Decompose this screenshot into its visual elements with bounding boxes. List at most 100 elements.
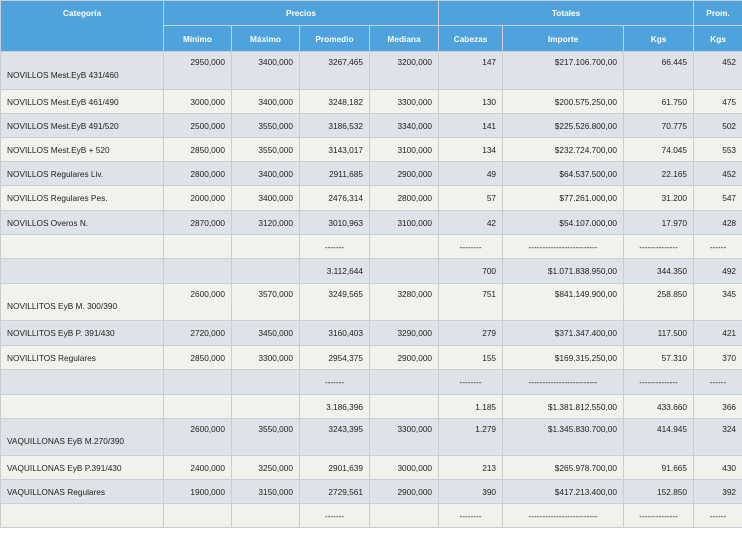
cell-promedio: ------- [299, 234, 370, 259]
cell-promedio: 3010,963 [299, 210, 370, 235]
cell-minimo: 2870,000 [163, 210, 232, 235]
cell-promedio: 2911,685 [299, 161, 370, 186]
cell-mediana [368, 369, 440, 395]
cell-prom-kgs: 366 [693, 394, 742, 419]
cell-importe: $371.347.400,00 [502, 320, 625, 346]
cell-categoria: NOVILLOS Mest.EyB 491/520 [0, 113, 164, 138]
cell-importe: $417.213.400,00 [502, 479, 625, 504]
cell-categoria: NOVILLOS Mest.EyB 461/490 [0, 89, 164, 114]
cell-cabezas: 700 [438, 258, 504, 284]
cell-promedio: 2954,375 [299, 345, 370, 370]
cell-mediana [368, 258, 440, 284]
cell-kgs: 70.775 [623, 113, 695, 138]
table-row: NOVILLOS Mest.EyB 431/460 2950,000 3400,00… [0, 51, 742, 90]
cell-cabezas: 141 [438, 113, 504, 138]
cell-categoria [0, 394, 164, 419]
cell-importe: $265.978.700,00 [502, 455, 625, 480]
table-row: ------- -------- -------------------------… [0, 369, 742, 395]
cell-promedio: 2476,314 [299, 185, 370, 211]
cell-mediana [368, 234, 440, 259]
col-header-categoria[interactable]: Categoría [0, 0, 164, 52]
cell-maximo: 3550,000 [231, 113, 300, 138]
cell-kgs: 61.750 [623, 89, 695, 114]
cell-prom-kgs: 492 [693, 258, 742, 284]
cell-maximo: 3400,000 [231, 161, 300, 186]
table-row: VAQUILLONAS EyB P.391/430 2400,000 3250,00… [0, 455, 742, 480]
table-row: ------- -------- -------------------------… [0, 234, 742, 259]
cell-minimo: 2850,000 [163, 137, 232, 162]
cell-categoria [0, 234, 164, 259]
col-header-importe[interactable]: Importe [502, 25, 625, 52]
cell-prom-kgs: 324 [693, 418, 742, 456]
cell-categoria: NOVILLITOS Regulares [0, 345, 164, 370]
cell-categoria: NOVILLOS Regulares Liv. [0, 161, 164, 186]
col-header-prom-kgs[interactable]: Kgs [693, 25, 742, 52]
cell-kgs: 91.665 [623, 455, 695, 480]
col-header-kgs[interactable]: Kgs [623, 25, 695, 52]
cell-kgs: -------------- [623, 234, 695, 259]
cell-minimo: 2500,000 [163, 113, 232, 138]
cell-categoria: NOVILLOS Mest.EyB + 520 [0, 137, 164, 162]
table-row: NOVILLOS Regulares Liv. 2800,000 3400,000 2… [0, 161, 742, 186]
header-column-row: Mínimo Máximo Promedio Mediana Cabezas I… [1, 25, 742, 52]
table-row: NOVILLITOS EyB P. 391/430 2720,000 3450,00… [0, 320, 742, 346]
cell-cabezas: 751 [438, 283, 504, 321]
cell-prom-kgs: 421 [693, 320, 742, 346]
cell-importe: $1.345.830.700,00 [502, 418, 625, 456]
cell-cabezas: 1.279 [438, 418, 504, 456]
cell-kgs: -------------- [623, 369, 695, 395]
cell-minimo: 3000,000 [163, 89, 232, 114]
cell-prom-kgs: 475 [693, 89, 742, 114]
cell-kgs: 57.310 [623, 345, 695, 370]
col-header-cabezas[interactable]: Cabezas [438, 25, 504, 52]
cell-minimo [163, 503, 232, 528]
cell-prom-kgs: ------ [693, 369, 742, 395]
cell-promedio: 3267,465 [299, 51, 370, 90]
cell-categoria: VAQUILLONAS Regulares [0, 479, 164, 504]
cell-importe: $217.106.700,00 [502, 51, 625, 90]
table-row: VAQUILLONAS Regulares 1900,000 3150,000 272… [0, 479, 742, 504]
col-header-minimo[interactable]: Mínimo [163, 25, 232, 52]
cell-maximo: 3400,000 [231, 89, 300, 114]
cell-minimo [163, 258, 232, 284]
cell-kgs: 66.445 [623, 51, 695, 90]
cell-maximo [231, 234, 300, 259]
cell-mediana: 3300,000 [368, 89, 440, 114]
cell-kgs: 31.200 [623, 185, 695, 211]
cell-prom-kgs: 430 [693, 455, 742, 480]
cell-minimo: 2800,000 [163, 161, 232, 186]
cell-importe: $54.107.000,00 [502, 210, 625, 235]
cell-kgs: 17.970 [623, 210, 695, 235]
cell-maximo: 3450,000 [231, 320, 300, 346]
cell-categoria: VAQUILLONAS EyB P.391/430 [0, 455, 164, 480]
cell-categoria: NOVILLOS Mest.EyB 431/460 [0, 51, 164, 90]
cell-importe: $1.071.838.950,00 [502, 258, 625, 284]
table-row: NOVILLITOS Regulares 2850,000 3300,000 2954… [0, 345, 742, 370]
cell-mediana: 3000,000 [368, 455, 440, 480]
cell-promedio: 3248,182 [299, 89, 370, 114]
cell-importe: $200.575.250,00 [502, 89, 625, 114]
cell-importe: $841.149.900,00 [502, 283, 625, 321]
cell-prom-kgs: 547 [693, 185, 742, 211]
col-header-maximo[interactable]: Máximo [231, 25, 300, 52]
group-header-prom: Prom. [693, 0, 742, 26]
cell-prom-kgs: 370 [693, 345, 742, 370]
cell-maximo [231, 394, 300, 419]
cell-importe: ------------------------- [502, 234, 625, 259]
cell-mediana: 3280,000 [368, 283, 440, 321]
cell-minimo [163, 369, 232, 395]
cell-promedio: ------- [299, 369, 370, 395]
cell-minimo [163, 234, 232, 259]
cell-prom-kgs: 345 [693, 283, 742, 321]
cell-cabezas: -------- [438, 234, 504, 259]
col-header-mediana[interactable]: Mediana [368, 25, 440, 52]
col-header-promedio[interactable]: Promedio [299, 25, 370, 52]
header-group-row: Categoría Precios Totales Prom. [0, 0, 742, 52]
cell-prom-kgs: 392 [693, 479, 742, 504]
cell-cabezas: 57 [438, 185, 504, 211]
cell-kgs: 74.045 [623, 137, 695, 162]
cell-minimo [163, 394, 232, 419]
cell-categoria: VAQUILLONAS EyB M.270/390 [0, 418, 164, 456]
cell-prom-kgs: 428 [693, 210, 742, 235]
